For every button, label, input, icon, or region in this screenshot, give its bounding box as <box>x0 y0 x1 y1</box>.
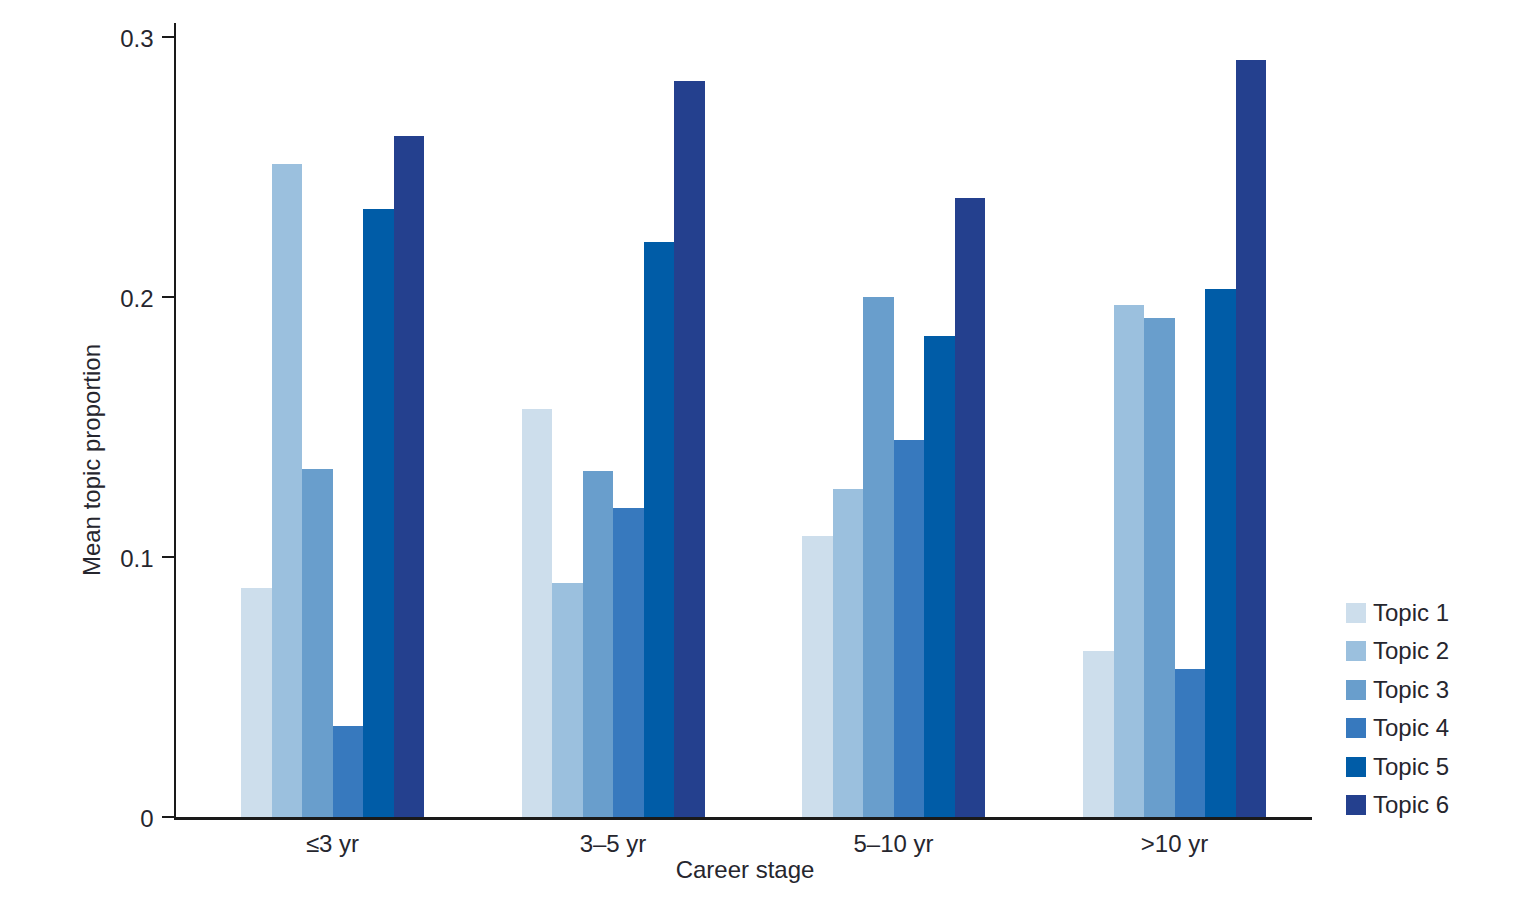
legend-swatch-icon <box>1346 757 1366 777</box>
legend-label: Topic 6 <box>1373 794 1449 816</box>
y-axis-line <box>174 23 177 820</box>
legend-swatch-icon <box>1346 603 1366 623</box>
bar-topic-5-3 <box>924 336 955 817</box>
y-tick-label: 0.2 <box>84 285 154 313</box>
bar-topic-1-1 <box>241 588 272 817</box>
x-tick-label: 5–10 yr <box>853 830 933 858</box>
bar-topic-3-4 <box>1144 318 1175 817</box>
bar-topic-6-4 <box>1236 60 1267 817</box>
bar-topic-4-1 <box>333 726 364 817</box>
bar-topic-6-3 <box>955 198 986 817</box>
bar-topic-4-2 <box>613 508 644 817</box>
y-tick-label: 0.1 <box>84 545 154 573</box>
bar-topic-6-2 <box>674 81 705 817</box>
bar-topic-1-2 <box>522 409 553 817</box>
legend-label: Topic 1 <box>1373 602 1449 624</box>
legend-item-topic-1: Topic 1 <box>1346 602 1449 624</box>
legend-item-topic-6: Topic 6 <box>1346 794 1449 816</box>
legend-item-topic-5: Topic 5 <box>1346 756 1449 778</box>
bar-topic-5-2 <box>644 242 675 817</box>
y-tick-mark <box>162 556 174 559</box>
bar-topic-1-3 <box>802 536 833 817</box>
legend-label: Topic 3 <box>1373 679 1449 701</box>
bar-topic-4-4 <box>1175 669 1206 817</box>
y-axis-title: Mean topic proportion <box>78 344 106 576</box>
legend-item-topic-4: Topic 4 <box>1346 717 1449 739</box>
bar-topic-3-1 <box>302 469 333 817</box>
y-tick-mark <box>162 36 174 39</box>
legend-label: Topic 5 <box>1373 756 1449 778</box>
x-tick-label: 3–5 yr <box>580 830 647 858</box>
legend-swatch-icon <box>1346 795 1366 815</box>
y-tick-label: 0 <box>84 805 154 833</box>
y-tick-label: 0.3 <box>84 25 154 53</box>
legend-label: Topic 4 <box>1373 717 1449 739</box>
bar-topic-2-1 <box>272 164 303 817</box>
bar-topic-2-3 <box>833 489 864 817</box>
y-tick-mark <box>162 816 174 819</box>
legend-swatch-icon <box>1346 718 1366 738</box>
legend-swatch-icon <box>1346 641 1366 661</box>
bar-chart-figure: Mean topic proportion 0 0.1 0.2 0.3 ≤3 yr 3–5… <box>0 0 1540 897</box>
bar-topic-1-4 <box>1083 651 1114 817</box>
x-tick-label: >10 yr <box>1141 830 1208 858</box>
legend-item-topic-3: Topic 3 <box>1346 679 1449 701</box>
bar-topic-2-2 <box>552 583 583 817</box>
y-tick-mark <box>162 296 174 299</box>
legend-label: Topic 2 <box>1373 640 1449 662</box>
bar-topic-6-1 <box>394 136 425 817</box>
x-axis-title: Career stage <box>676 856 815 884</box>
legend-item-topic-2: Topic 2 <box>1346 640 1449 662</box>
legend-swatch-icon <box>1346 680 1366 700</box>
bar-topic-3-2 <box>583 471 614 817</box>
bar-topic-5-1 <box>363 209 394 817</box>
bar-topic-3-3 <box>863 297 894 817</box>
x-tick-label: ≤3 yr <box>306 830 359 858</box>
bar-topic-4-3 <box>894 440 925 817</box>
x-axis-line <box>174 817 1313 820</box>
bar-topic-2-4 <box>1114 305 1145 817</box>
bar-topic-5-4 <box>1205 289 1236 817</box>
